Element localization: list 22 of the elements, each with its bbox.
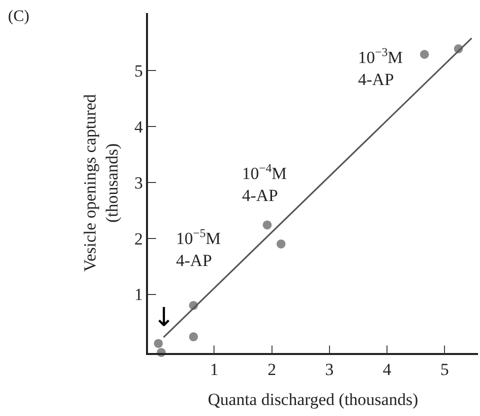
point <box>276 239 286 248</box>
y-tick-label: 4 <box>134 117 144 136</box>
annotation: 10$^{−3}$M 4-AP <box>358 45 403 90</box>
point <box>189 332 198 342</box>
x-tick-label: 1 <box>210 360 218 380</box>
point <box>262 220 272 230</box>
x-axis-title: Quanta discharged (thousands) <box>208 390 418 410</box>
text: (C) <box>8 8 30 25</box>
point <box>420 50 429 59</box>
annotation: 10$^{−4}$M 4-AP <box>242 161 287 206</box>
x-tick-label: 4 <box>382 360 392 380</box>
y-tick-label: 2 <box>134 229 143 248</box>
annotation: 10$^{−5}$M 4-AP <box>176 226 221 270</box>
x-tick-label: 5 <box>440 360 449 380</box>
y-axis-title: Vesicle openings captured (thousands) <box>80 94 122 272</box>
y-tick-label: 1 <box>134 285 143 304</box>
y-tick-label: 5 <box>134 62 143 81</box>
x-tick-label: 3 <box>325 360 334 380</box>
point <box>154 338 163 348</box>
x-tick-label: 2 <box>268 360 276 380</box>
annotation: ↓ <box>153 303 175 333</box>
y-tick-label: 3 <box>134 173 143 192</box>
